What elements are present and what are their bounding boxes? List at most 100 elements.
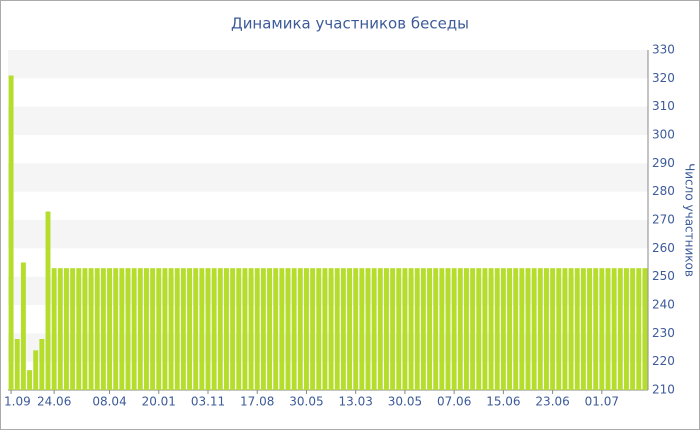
y-tick-label: 240 — [652, 298, 675, 312]
bar — [39, 339, 45, 390]
bar — [470, 268, 476, 390]
bar — [396, 268, 402, 390]
bar — [427, 268, 432, 390]
bar — [150, 268, 156, 390]
bar — [51, 268, 57, 390]
y-tick-label: 300 — [652, 128, 675, 142]
y-tick-label: 270 — [652, 213, 675, 227]
y-tick-label: 260 — [652, 241, 675, 255]
bar — [254, 268, 260, 390]
bar — [248, 268, 254, 390]
bar — [642, 268, 648, 390]
bar — [347, 268, 352, 390]
bar — [605, 268, 611, 390]
bar — [328, 268, 334, 390]
bar — [64, 268, 69, 390]
bar — [20, 262, 26, 390]
x-tick-label: 23.06 — [535, 395, 569, 409]
bar — [636, 268, 642, 390]
x-tick-label: 01.07 — [585, 395, 619, 409]
bar — [162, 268, 168, 390]
bar — [617, 268, 623, 390]
bar — [107, 268, 112, 390]
bar — [420, 268, 426, 390]
bar — [82, 268, 88, 390]
bar — [205, 268, 211, 390]
bar — [174, 268, 180, 390]
y-tick-label: 310 — [652, 99, 675, 113]
x-tick-label: 30.05 — [289, 395, 323, 409]
bar — [630, 268, 636, 390]
bar — [476, 268, 482, 390]
chart-title: Динамика участников беседы — [231, 15, 469, 33]
y-tick-label: 330 — [652, 43, 675, 57]
bar — [297, 268, 303, 390]
bar — [537, 268, 543, 390]
bar — [439, 268, 445, 390]
bar — [316, 268, 322, 390]
bar — [144, 268, 149, 390]
bar — [70, 268, 76, 390]
bar — [304, 268, 309, 390]
bar — [211, 268, 217, 390]
bar — [580, 268, 586, 390]
bar — [457, 268, 463, 390]
bar — [33, 350, 39, 390]
bar — [88, 268, 94, 390]
grid-band — [8, 163, 648, 192]
bar — [353, 268, 359, 390]
bar — [587, 268, 592, 390]
bar — [8, 75, 14, 390]
bar — [279, 268, 285, 390]
x-tick-label: 03.11 — [191, 395, 225, 409]
bar — [14, 339, 20, 390]
bar — [230, 268, 236, 390]
bar — [624, 268, 629, 390]
x-tick-label: 20.01 — [142, 395, 176, 409]
bar — [267, 268, 272, 390]
x-tick-label: 1.09 — [4, 395, 31, 409]
bar — [568, 268, 574, 390]
bar — [500, 268, 506, 390]
x-tick-label: 07.06 — [437, 395, 471, 409]
bar — [224, 268, 229, 390]
bar — [242, 268, 248, 390]
bar — [310, 268, 316, 390]
bar — [113, 268, 119, 390]
bar — [156, 268, 162, 390]
bar — [94, 268, 100, 390]
bar — [593, 268, 599, 390]
bar — [365, 268, 371, 390]
bar — [384, 268, 389, 390]
x-tick-label: 15.06 — [486, 395, 520, 409]
y-tick-label: 220 — [652, 354, 675, 368]
bar — [371, 268, 377, 390]
bar — [414, 268, 420, 390]
bar — [445, 268, 451, 390]
bar — [574, 268, 580, 390]
grid-band — [8, 106, 648, 135]
bar — [168, 268, 174, 390]
bar — [488, 268, 494, 390]
y-tick-label: 280 — [652, 184, 675, 198]
y-tick-label: 250 — [652, 269, 675, 283]
bar — [236, 268, 242, 390]
bar — [519, 268, 525, 390]
bar — [433, 268, 439, 390]
y-tick-label: 290 — [652, 156, 675, 170]
y-axis-label: Число участников — [683, 163, 697, 277]
x-tick-label: 13.03 — [339, 395, 373, 409]
bar — [525, 268, 531, 390]
bar — [482, 268, 488, 390]
x-tick-label: 17.08 — [240, 395, 274, 409]
bar — [464, 268, 469, 390]
bar — [550, 268, 556, 390]
bar — [599, 268, 605, 390]
x-tick-label: 08.04 — [92, 395, 126, 409]
y-tick-label: 210 — [652, 383, 675, 397]
bar — [322, 268, 328, 390]
bar — [390, 268, 396, 390]
bar — [131, 268, 137, 390]
bar — [119, 268, 125, 390]
bar — [76, 268, 82, 390]
